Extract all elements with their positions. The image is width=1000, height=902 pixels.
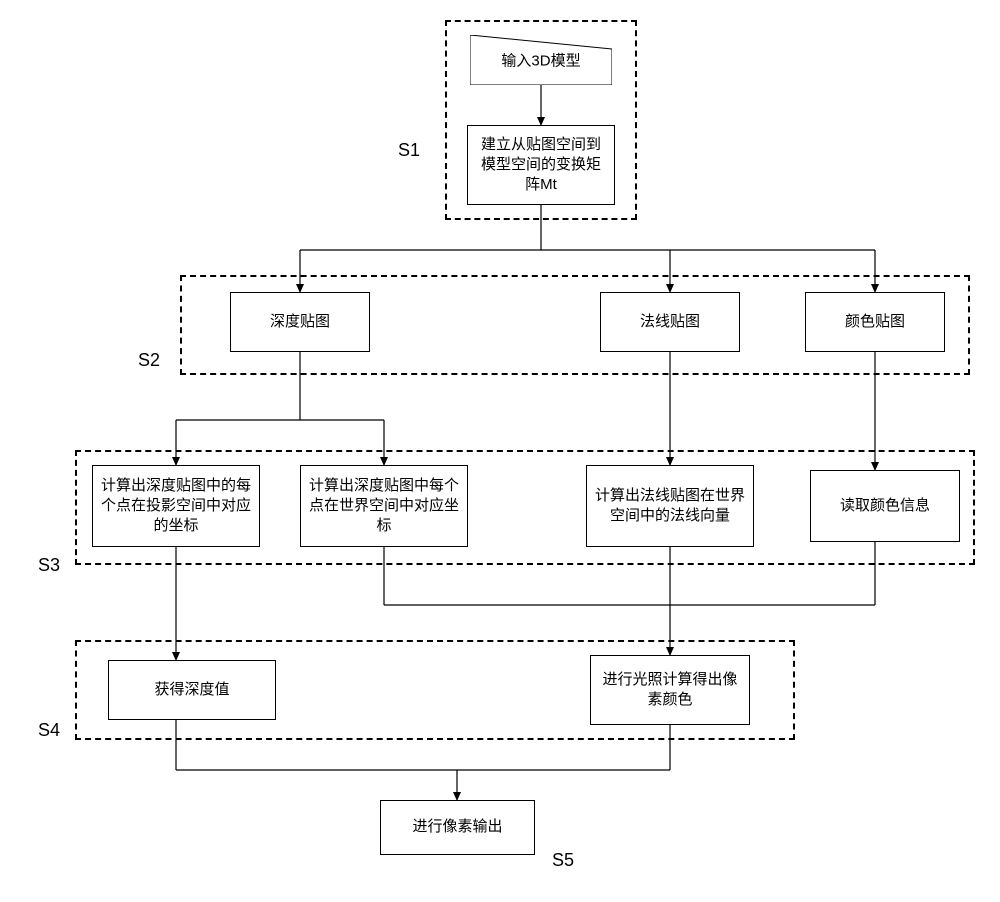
stage-s4-label: S4 [38,720,60,741]
node-calc-proj: 计算出深度贴图中的每个点在投影空间中对应的坐标 [92,465,260,547]
node-normal-map-label: 法线贴图 [640,312,700,332]
stage-s5-label: S5 [552,850,574,871]
node-input-3d-model: 输入3D模型 [470,35,612,85]
node-depth-map-label: 深度贴图 [270,312,330,332]
node-color-map-label: 颜色贴图 [845,312,905,332]
node-calc-world: 计算出深度贴图中每个点在世界空间中对应坐标 [300,465,468,547]
node-read-color-label: 读取颜色信息 [840,496,930,516]
node-calc-world-label: 计算出深度贴图中每个点在世界空间中对应坐标 [307,476,461,537]
node-pixel-out: 进行像素输出 [380,800,535,855]
node-calc-normal: 计算出法线贴图在世界空间中的法线向量 [586,465,754,547]
node-input-3d-model-label: 输入3D模型 [470,50,612,71]
node-depth-map: 深度贴图 [230,292,370,352]
node-build-mt-label: 建立从贴图空间到模型空间的变换矩阵Mt [474,135,608,196]
node-build-mt: 建立从贴图空间到模型空间的变换矩阵Mt [467,125,615,205]
node-calc-normal-label: 计算出法线贴图在世界空间中的法线向量 [593,486,747,527]
stage-s3-label: S3 [38,555,60,576]
node-lighting: 进行光照计算得出像素颜色 [590,655,750,725]
node-get-depth: 获得深度值 [108,660,276,720]
node-pixel-out-label: 进行像素输出 [412,817,502,837]
node-read-color: 读取颜色信息 [810,470,960,542]
node-get-depth-label: 获得深度值 [154,680,229,700]
node-normal-map: 法线贴图 [600,292,740,352]
node-calc-proj-label: 计算出深度贴图中的每个点在投影空间中对应的坐标 [99,476,253,537]
stage-s1-label: S1 [398,140,420,161]
node-color-map: 颜色贴图 [805,292,945,352]
node-lighting-label: 进行光照计算得出像素颜色 [597,670,743,711]
stage-s2-label: S2 [138,350,160,371]
